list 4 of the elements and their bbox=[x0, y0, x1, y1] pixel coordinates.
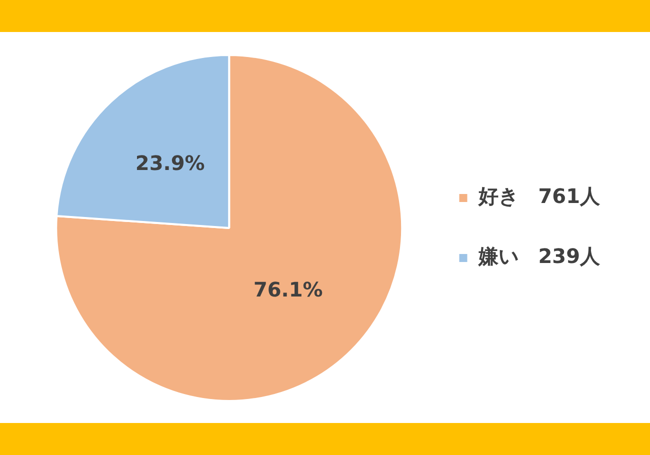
data-label: 23.9% bbox=[135, 150, 205, 175]
legend-label: 嫌い 239人 bbox=[477, 244, 601, 268]
data-label: 76.1% bbox=[253, 277, 323, 302]
legend-label: 好き 761人 bbox=[477, 184, 601, 208]
